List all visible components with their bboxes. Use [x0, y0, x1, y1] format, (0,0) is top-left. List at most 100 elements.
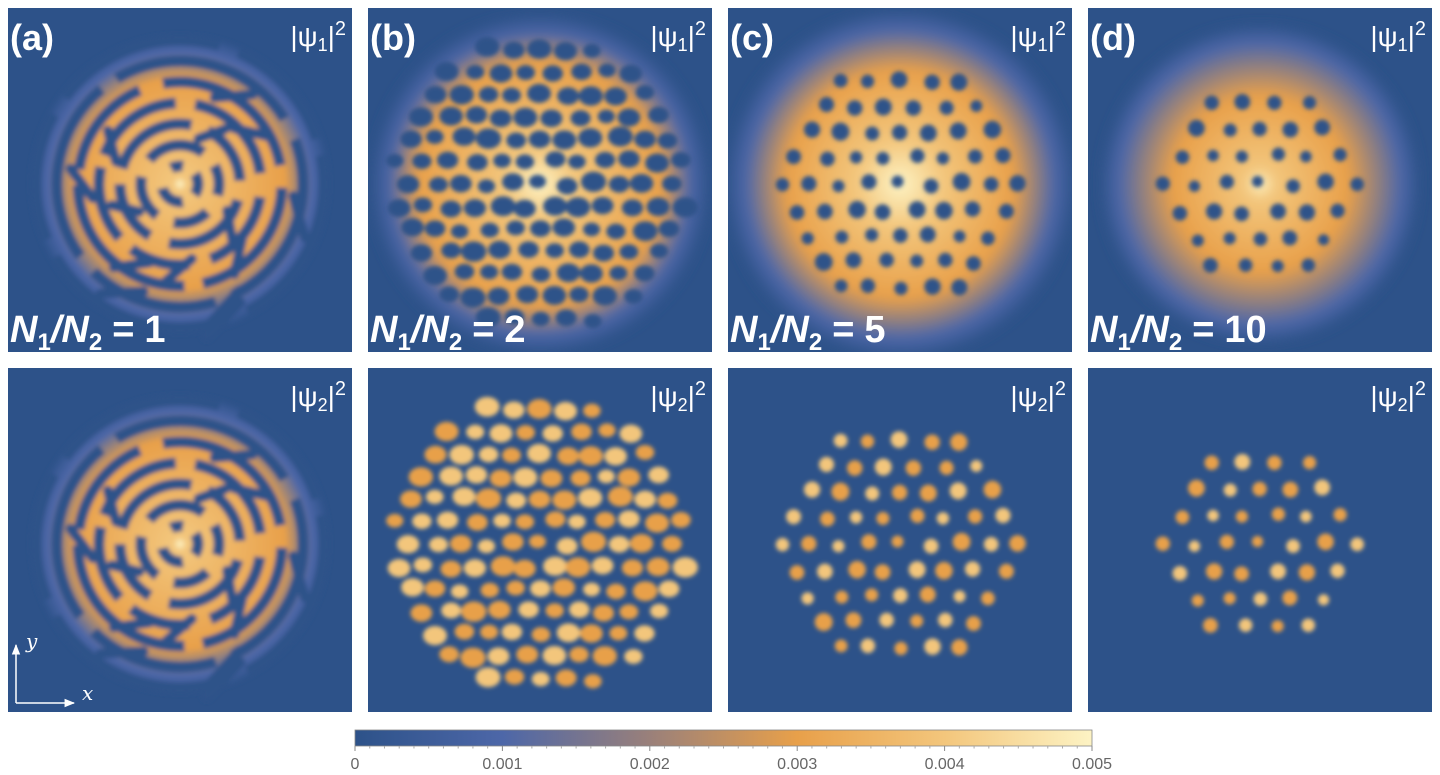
- density-spot: [891, 124, 908, 141]
- density-spot: [1286, 539, 1300, 553]
- density-spot: [545, 151, 566, 168]
- ratio-eq: =: [1192, 309, 1214, 351]
- component-sub: 1: [318, 35, 328, 55]
- density-spot: [578, 488, 603, 508]
- density-spot: [424, 580, 446, 597]
- density-spot: [648, 466, 670, 484]
- density-pattern: [30, 394, 330, 702]
- density-spot: [816, 203, 833, 220]
- density-spot: [489, 469, 512, 488]
- density-spot: [1298, 204, 1316, 221]
- ratio-den-sub: 2: [1169, 329, 1182, 356]
- density-spot: [1333, 508, 1347, 522]
- component-post: |: [328, 381, 335, 412]
- density-spot: [893, 228, 908, 243]
- density-spot: [1251, 535, 1264, 548]
- ratio-den: N: [61, 309, 90, 351]
- density-spot: [789, 565, 805, 580]
- panel-label: (b): [370, 17, 416, 58]
- component-sub: 2: [678, 395, 688, 415]
- density-spot: [1188, 540, 1201, 552]
- density-spot: [460, 601, 487, 622]
- density-spot: [936, 512, 950, 525]
- density-spot: [876, 151, 890, 165]
- density-spot: [583, 314, 602, 329]
- density-spot: [910, 508, 925, 524]
- density-spot: [635, 444, 655, 460]
- density-spot: [516, 285, 539, 304]
- density-spot: [646, 197, 670, 217]
- density-spot: [440, 200, 462, 218]
- density-pattern: [1155, 93, 1365, 273]
- density-spot: [527, 39, 552, 59]
- density-spot: [1271, 620, 1284, 633]
- density-spot: [410, 244, 433, 262]
- density-spot: [578, 86, 604, 106]
- density-stripe: [106, 560, 145, 577]
- density-spot: [861, 534, 877, 550]
- component-pre: |ψ: [650, 381, 677, 412]
- density-spot: [814, 253, 833, 271]
- density-spot: [1350, 537, 1365, 552]
- density-stripe: [65, 163, 98, 204]
- density-spot: [1235, 150, 1248, 163]
- density-spot: [502, 447, 521, 463]
- density-stripe: [95, 646, 149, 659]
- density-spot: [449, 175, 472, 193]
- density-spot: [555, 669, 577, 687]
- component-post: |: [1408, 381, 1415, 412]
- density-spot: [935, 561, 953, 580]
- density-stripe: [108, 257, 155, 273]
- density-spot: [557, 447, 580, 465]
- density-spot: [834, 639, 848, 653]
- density-spot: [480, 264, 499, 280]
- density-spot: [386, 513, 404, 528]
- density-stripe: [209, 89, 258, 103]
- density-spot: [924, 434, 940, 450]
- density-spot: [845, 252, 862, 269]
- density-stripe: [229, 123, 273, 142]
- density-spot: [1223, 232, 1236, 245]
- component-sup: 2: [1055, 378, 1066, 400]
- density-spot: [832, 540, 845, 553]
- colorbar-tick-label: 0.005: [1072, 756, 1112, 773]
- density-spot: [583, 674, 602, 689]
- density-spot: [891, 175, 904, 188]
- density-spot: [1205, 203, 1223, 220]
- density-spot: [545, 603, 564, 618]
- density-spot: [475, 488, 502, 509]
- density-spot: [580, 171, 607, 192]
- density-spot: [845, 612, 862, 629]
- density-pattern: [775, 71, 1026, 296]
- density-spot: [619, 244, 639, 260]
- density-spot: [531, 311, 550, 327]
- density-spot: [619, 64, 643, 83]
- density-spot: [583, 403, 601, 418]
- density-spot: [831, 482, 850, 501]
- density-spot: [475, 667, 501, 688]
- density-spot: [865, 588, 879, 602]
- density-spot: [1205, 563, 1223, 580]
- density-spot: [919, 124, 937, 142]
- density-spot: [424, 85, 447, 104]
- ratio-sep: /: [49, 309, 65, 351]
- density-spot: [786, 509, 802, 525]
- density-spot: [545, 243, 564, 258]
- density-stripe: [201, 297, 246, 342]
- component-pre: |ψ: [1370, 381, 1397, 412]
- density-spot: [891, 484, 908, 501]
- density-spot: [570, 470, 591, 487]
- density-spot: [569, 241, 590, 258]
- density-spot: [552, 218, 576, 237]
- density-spot: [1314, 119, 1331, 136]
- ratio-eq: =: [472, 309, 494, 351]
- density-spot: [1191, 234, 1204, 247]
- density-spot: [568, 154, 586, 169]
- component-label: |ψ1|2: [1370, 18, 1426, 55]
- density-spot: [981, 591, 995, 606]
- density-stripe: [72, 436, 288, 652]
- density-spot: [645, 513, 670, 533]
- density-spot: [489, 109, 512, 128]
- density-spot: [423, 266, 447, 286]
- density-spot: [606, 583, 626, 600]
